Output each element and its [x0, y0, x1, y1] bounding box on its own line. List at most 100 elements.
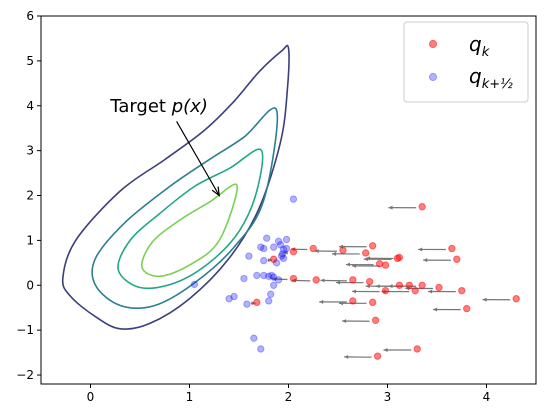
- update-arrow-head: [345, 262, 351, 267]
- x-tick-label: 4: [483, 390, 491, 404]
- update-arrow-head: [332, 251, 337, 256]
- update-arrows: [250, 205, 511, 359]
- legend-label-qk: qk: [469, 32, 490, 60]
- legend-qk-half-sub: k+½: [482, 77, 513, 92]
- legend-marker-qk: [428, 39, 438, 49]
- point-qk-half: [225, 295, 233, 303]
- point-qk-half: [278, 250, 287, 258]
- point-qk: [411, 286, 419, 295]
- point-qk: [309, 244, 317, 253]
- point-qk-half: [243, 300, 251, 308]
- x-tick-label: 3: [384, 390, 392, 404]
- update-arrow-head: [433, 307, 438, 312]
- update-arrow-head: [428, 289, 433, 294]
- point-qk: [448, 244, 456, 253]
- annotation-math: p(x): [171, 96, 208, 117]
- point-qk-half: [266, 290, 275, 298]
- update-arrow-head: [351, 263, 356, 268]
- point-qk-half: [230, 292, 238, 301]
- update-arrow-head: [388, 205, 393, 210]
- point-qk-half: [276, 241, 285, 249]
- point-qk-half: [279, 245, 288, 254]
- point-qk: [349, 297, 357, 305]
- point-qk: [413, 345, 421, 353]
- point-qk-half: [267, 271, 276, 280]
- point-qk-half: [282, 244, 291, 253]
- update-arrow-head: [388, 284, 393, 289]
- update-arrow-head: [365, 256, 370, 261]
- point-qk: [371, 316, 380, 324]
- x-axis-ticks: 0 1 2 3 4: [87, 384, 491, 404]
- update-arrow-head: [319, 299, 324, 304]
- legend-label-qk-half: qk+½: [469, 64, 513, 92]
- y-tick-label: 3: [26, 144, 34, 158]
- point-qk-half: [274, 237, 283, 245]
- point-qk-half: [257, 345, 265, 353]
- x-tick-label: 0: [87, 390, 95, 404]
- y-tick-label: 5: [26, 54, 34, 68]
- contour-lines: [61, 44, 290, 330]
- point-qk-half: [250, 334, 258, 342]
- point-qk-half: [269, 243, 278, 251]
- point-qk-half: [282, 235, 291, 244]
- point-qk: [435, 283, 443, 292]
- point-qk-half: [265, 272, 273, 280]
- update-arrow-head: [338, 301, 343, 306]
- update-arrow-head: [344, 354, 349, 359]
- point-qk-half: [277, 252, 286, 260]
- point-qk: [458, 286, 466, 295]
- update-arrow-head: [423, 258, 428, 263]
- point-qk-half: [253, 271, 261, 280]
- annotation-word: Target: [109, 96, 171, 117]
- y-axis-ticks: −2 −1 0 1 2 3 4 5 6: [16, 9, 41, 382]
- point-qk-half: [269, 273, 278, 281]
- point-qk-half: [269, 281, 278, 289]
- update-arrow-head: [383, 348, 388, 352]
- update-arrow-head: [314, 249, 319, 254]
- contour-level-3: [117, 148, 264, 290]
- update-arrow-head: [375, 284, 380, 289]
- point-qk: [368, 242, 377, 250]
- legend-marker-qk-half: [428, 72, 438, 82]
- point-qk: [418, 281, 426, 289]
- update-arrow-head: [320, 278, 325, 283]
- y-tick-label: 0: [26, 278, 34, 292]
- annotation-arrow-head: [211, 186, 220, 197]
- point-qk-half: [289, 195, 298, 203]
- point-qk-half: [257, 243, 265, 251]
- y-tick-label: −1: [16, 323, 34, 337]
- contour-level-1: [61, 44, 290, 330]
- update-arrow-head: [336, 280, 341, 285]
- update-arrow-head: [418, 247, 423, 252]
- point-qk: [312, 276, 320, 284]
- point-qk-half: [260, 271, 268, 280]
- point-qk: [269, 255, 278, 263]
- contour-level-2: [91, 107, 279, 309]
- x-tick-label: 2: [285, 390, 293, 404]
- point-qk-half: [279, 254, 288, 263]
- point-qk: [381, 286, 390, 295]
- point-qk-half: [260, 256, 268, 265]
- annotation: Target p(x): [109, 96, 220, 197]
- point-qk: [405, 281, 413, 289]
- point-qk: [418, 203, 426, 211]
- y-tick-label: 1: [26, 233, 34, 247]
- update-arrow-head: [267, 258, 273, 263]
- point-qk: [463, 304, 471, 313]
- point-qk: [349, 276, 357, 284]
- x-tick-label: 1: [186, 390, 194, 404]
- point-qk: [253, 298, 261, 307]
- update-arrow-head: [482, 297, 487, 302]
- point-qk: [381, 261, 390, 269]
- point-qk: [453, 255, 461, 263]
- update-arrow-head: [351, 289, 357, 294]
- point-qk: [339, 246, 347, 254]
- point-qk-half: [274, 276, 283, 284]
- update-arrow-head: [283, 250, 288, 255]
- y-tick-label: 2: [26, 189, 34, 203]
- point-qk: [395, 253, 404, 262]
- annotation-label: Target p(x): [109, 96, 208, 117]
- legend-qk-letter: q: [469, 32, 482, 56]
- series-qk-points: [253, 203, 520, 360]
